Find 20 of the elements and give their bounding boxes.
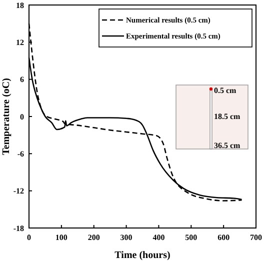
x-tick-label: 100 <box>55 233 68 242</box>
y-tick-label: 0 <box>20 112 24 122</box>
y-tick-label: 6 <box>20 75 24 84</box>
y-tick-label: 18 <box>16 0 24 10</box>
y-tick-label: -12 <box>13 186 24 196</box>
annotation: 0.5 cm <box>214 86 237 95</box>
annotation: 36.5 cm <box>214 140 241 150</box>
y-tick-label: -6 <box>17 149 24 158</box>
x-tick-label: 300 <box>120 233 132 242</box>
x-tick-label: 500 <box>185 233 198 242</box>
x-tick-label: 0 <box>27 233 31 242</box>
x-tick-label: 700 <box>250 233 262 242</box>
x-tick-label: 600 <box>218 233 230 242</box>
y-tick-label: 12 <box>16 38 24 47</box>
x-tick-label: 400 <box>152 233 165 242</box>
y-axis-title: Temperature (oC) <box>1 78 12 155</box>
x-axis-title: Time (hours) <box>114 250 170 261</box>
annotation: 18.5 cm <box>214 112 241 121</box>
y-tick-label: -18 <box>13 224 24 233</box>
x-tick-label: 200 <box>88 233 100 242</box>
